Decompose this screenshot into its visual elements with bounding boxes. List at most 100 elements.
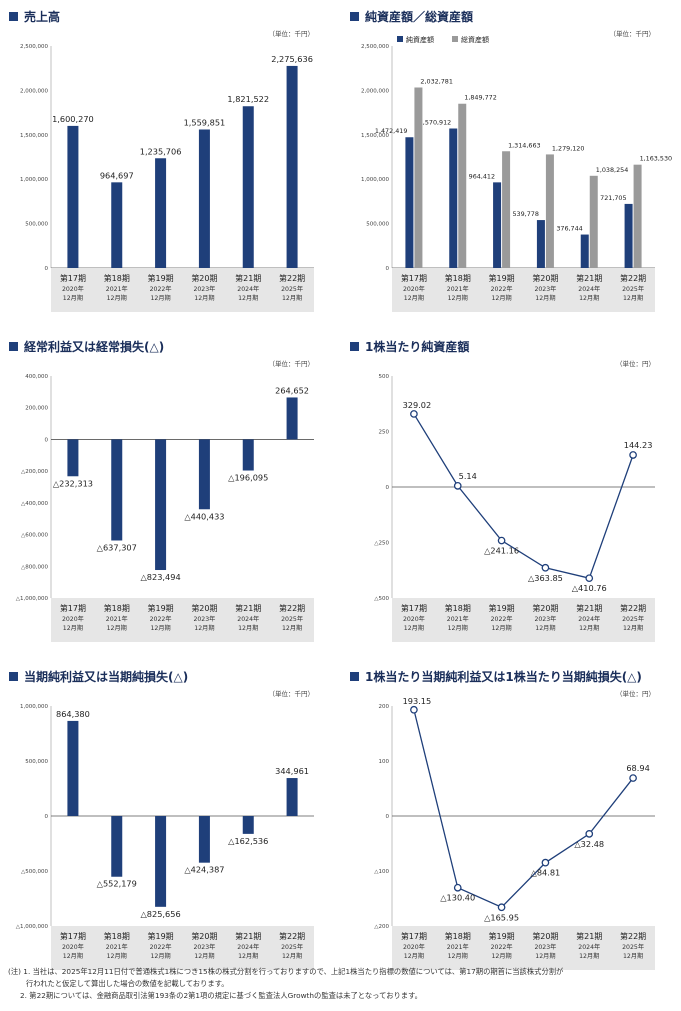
bar [414,87,423,268]
y-tick-label: 1,000,000 [20,704,48,710]
net-profit-bar-chart: （単位：千円） △1,000,000 △500,000 0 500,000 1,000,0… [16,689,314,970]
unit-label: （単位：千円） [269,359,315,368]
x-tick-label: 第21期 [235,273,261,283]
data-label: △552,179 [97,879,137,889]
data-label: △440,433 [184,511,224,521]
x-tick-sublabel: 12月期 [150,294,170,302]
data-label: △424,387 [184,865,224,875]
category-box [392,926,655,970]
x-tick-label: 第21期 [576,603,602,613]
data-label: 1,600,270 [52,114,94,124]
x-tick-sublabel: 2025年 [281,943,303,951]
bar [286,65,298,268]
unit-label: （単位：千円） [269,29,315,38]
x-tick-sublabel: 2023年 [534,943,556,951]
note-1: (注) 1. 当社は、2025年12月11日付で普通株式1株につき15株の株式分… [8,967,564,976]
data-point [629,774,637,782]
x-tick-sublabel: 12月期 [623,624,643,632]
y-tick-label: △200,000 [21,469,48,475]
y-tick-label: 0 [45,437,49,443]
bar [449,128,458,268]
data-label: △825,656 [141,909,181,919]
x-tick-sublabel: 12月期 [150,624,170,632]
series-line [413,413,634,579]
y-tick-label: 500,000 [25,222,48,228]
panel-assets: 純資産額／総資産額 （単位：千円） 0 500,000 1,000,000 1,500,… [350,8,681,312]
x-tick-sublabel: 2025年 [622,615,644,623]
bar [493,182,502,268]
x-tick-label: 第22期 [279,273,305,283]
x-tick-sublabel: 2025年 [622,943,644,951]
y-tick-label: △250 [374,541,389,547]
x-tick-sublabel: 2021年 [106,285,128,293]
data-label: 1,570,912 [419,119,452,127]
x-tick-sublabel: 2022年 [150,285,172,293]
bar [67,125,79,268]
x-tick-label: 第17期 [401,603,427,613]
y-tick-label: △500 [374,596,389,602]
x-tick-sublabel: 12月期 [448,952,468,960]
bar [589,175,598,268]
x-tick-sublabel: 2020年 [62,615,84,623]
bar [198,129,210,268]
x-tick-sublabel: 12月期 [491,294,511,302]
data-label: △241.16 [484,546,519,556]
bar [242,106,254,269]
data-point [453,883,462,892]
x-tick-sublabel: 12月期 [238,952,258,960]
data-label: △196,095 [228,473,268,483]
category-box [51,926,314,970]
x-tick-sublabel: 12月期 [150,952,170,960]
bar [67,720,79,816]
bar [198,816,210,863]
y-tick-label: 200,000 [25,406,48,412]
x-tick-sublabel: 2021年 [447,943,469,951]
data-label: △410.76 [572,583,607,593]
x-tick-label: 第19期 [488,931,514,941]
data-label: 5.14 [459,471,477,481]
bar [67,439,79,477]
x-tick-label: 第21期 [576,273,602,283]
x-tick-sublabel: 12月期 [579,624,599,632]
x-tick-label: 第19期 [147,273,173,283]
legend-swatch [452,36,458,42]
data-label: △165.95 [484,912,519,922]
y-tick-label: 0 [45,814,49,820]
bar [155,816,167,907]
y-tick-label: 1,500,000 [20,133,48,139]
x-tick-sublabel: 2023年 [193,943,215,951]
x-tick-label: 第22期 [279,931,305,941]
x-tick-sublabel: 12月期 [238,294,258,302]
panel-bps: 1株当たり純資産額 （単位：円） △500 △250 0 250 500 第17期 2020年… [350,338,681,642]
x-tick-label: 第18期 [445,603,471,613]
title-square-icon [350,672,359,681]
x-tick-sublabel: 12月期 [448,624,468,632]
x-tick-sublabel: 2025年 [281,285,303,293]
data-label: 539,778 [512,210,538,218]
series-line [413,709,634,909]
y-tick-label: 2,000,000 [361,88,389,94]
bar [580,234,589,268]
y-tick-label: 0 [386,814,390,820]
chart-title: 1株当たり当期純利益又は1株当たり当期純損失(△) [350,668,642,685]
x-tick-label: 第20期 [532,931,558,941]
data-label: 864,380 [56,709,90,719]
x-tick-sublabel: 12月期 [404,294,424,302]
x-tick-label: 第18期 [104,273,130,283]
title-square-icon [350,12,359,21]
x-tick-label: 第18期 [445,273,471,283]
y-tick-label: 2,500,000 [20,44,48,50]
x-tick-sublabel: 12月期 [535,952,555,960]
x-tick-sublabel: 12月期 [579,952,599,960]
x-tick-sublabel: 12月期 [491,624,511,632]
panel-net: 当期純利益又は当期純損失(△) （単位：千円） △1,000,000 △500,00… [9,668,340,970]
x-tick-label: 第22期 [620,603,646,613]
bar [155,439,167,571]
data-label: 721,705 [600,194,626,202]
x-tick-sublabel: 12月期 [107,294,127,302]
y-tick-label: 2,000,000 [20,88,48,94]
x-tick-sublabel: 2023年 [193,615,215,623]
unit-label: （単位：円） [616,689,655,698]
y-tick-label: 2,500,000 [361,44,389,50]
x-tick-sublabel: 2024年 [237,615,259,623]
